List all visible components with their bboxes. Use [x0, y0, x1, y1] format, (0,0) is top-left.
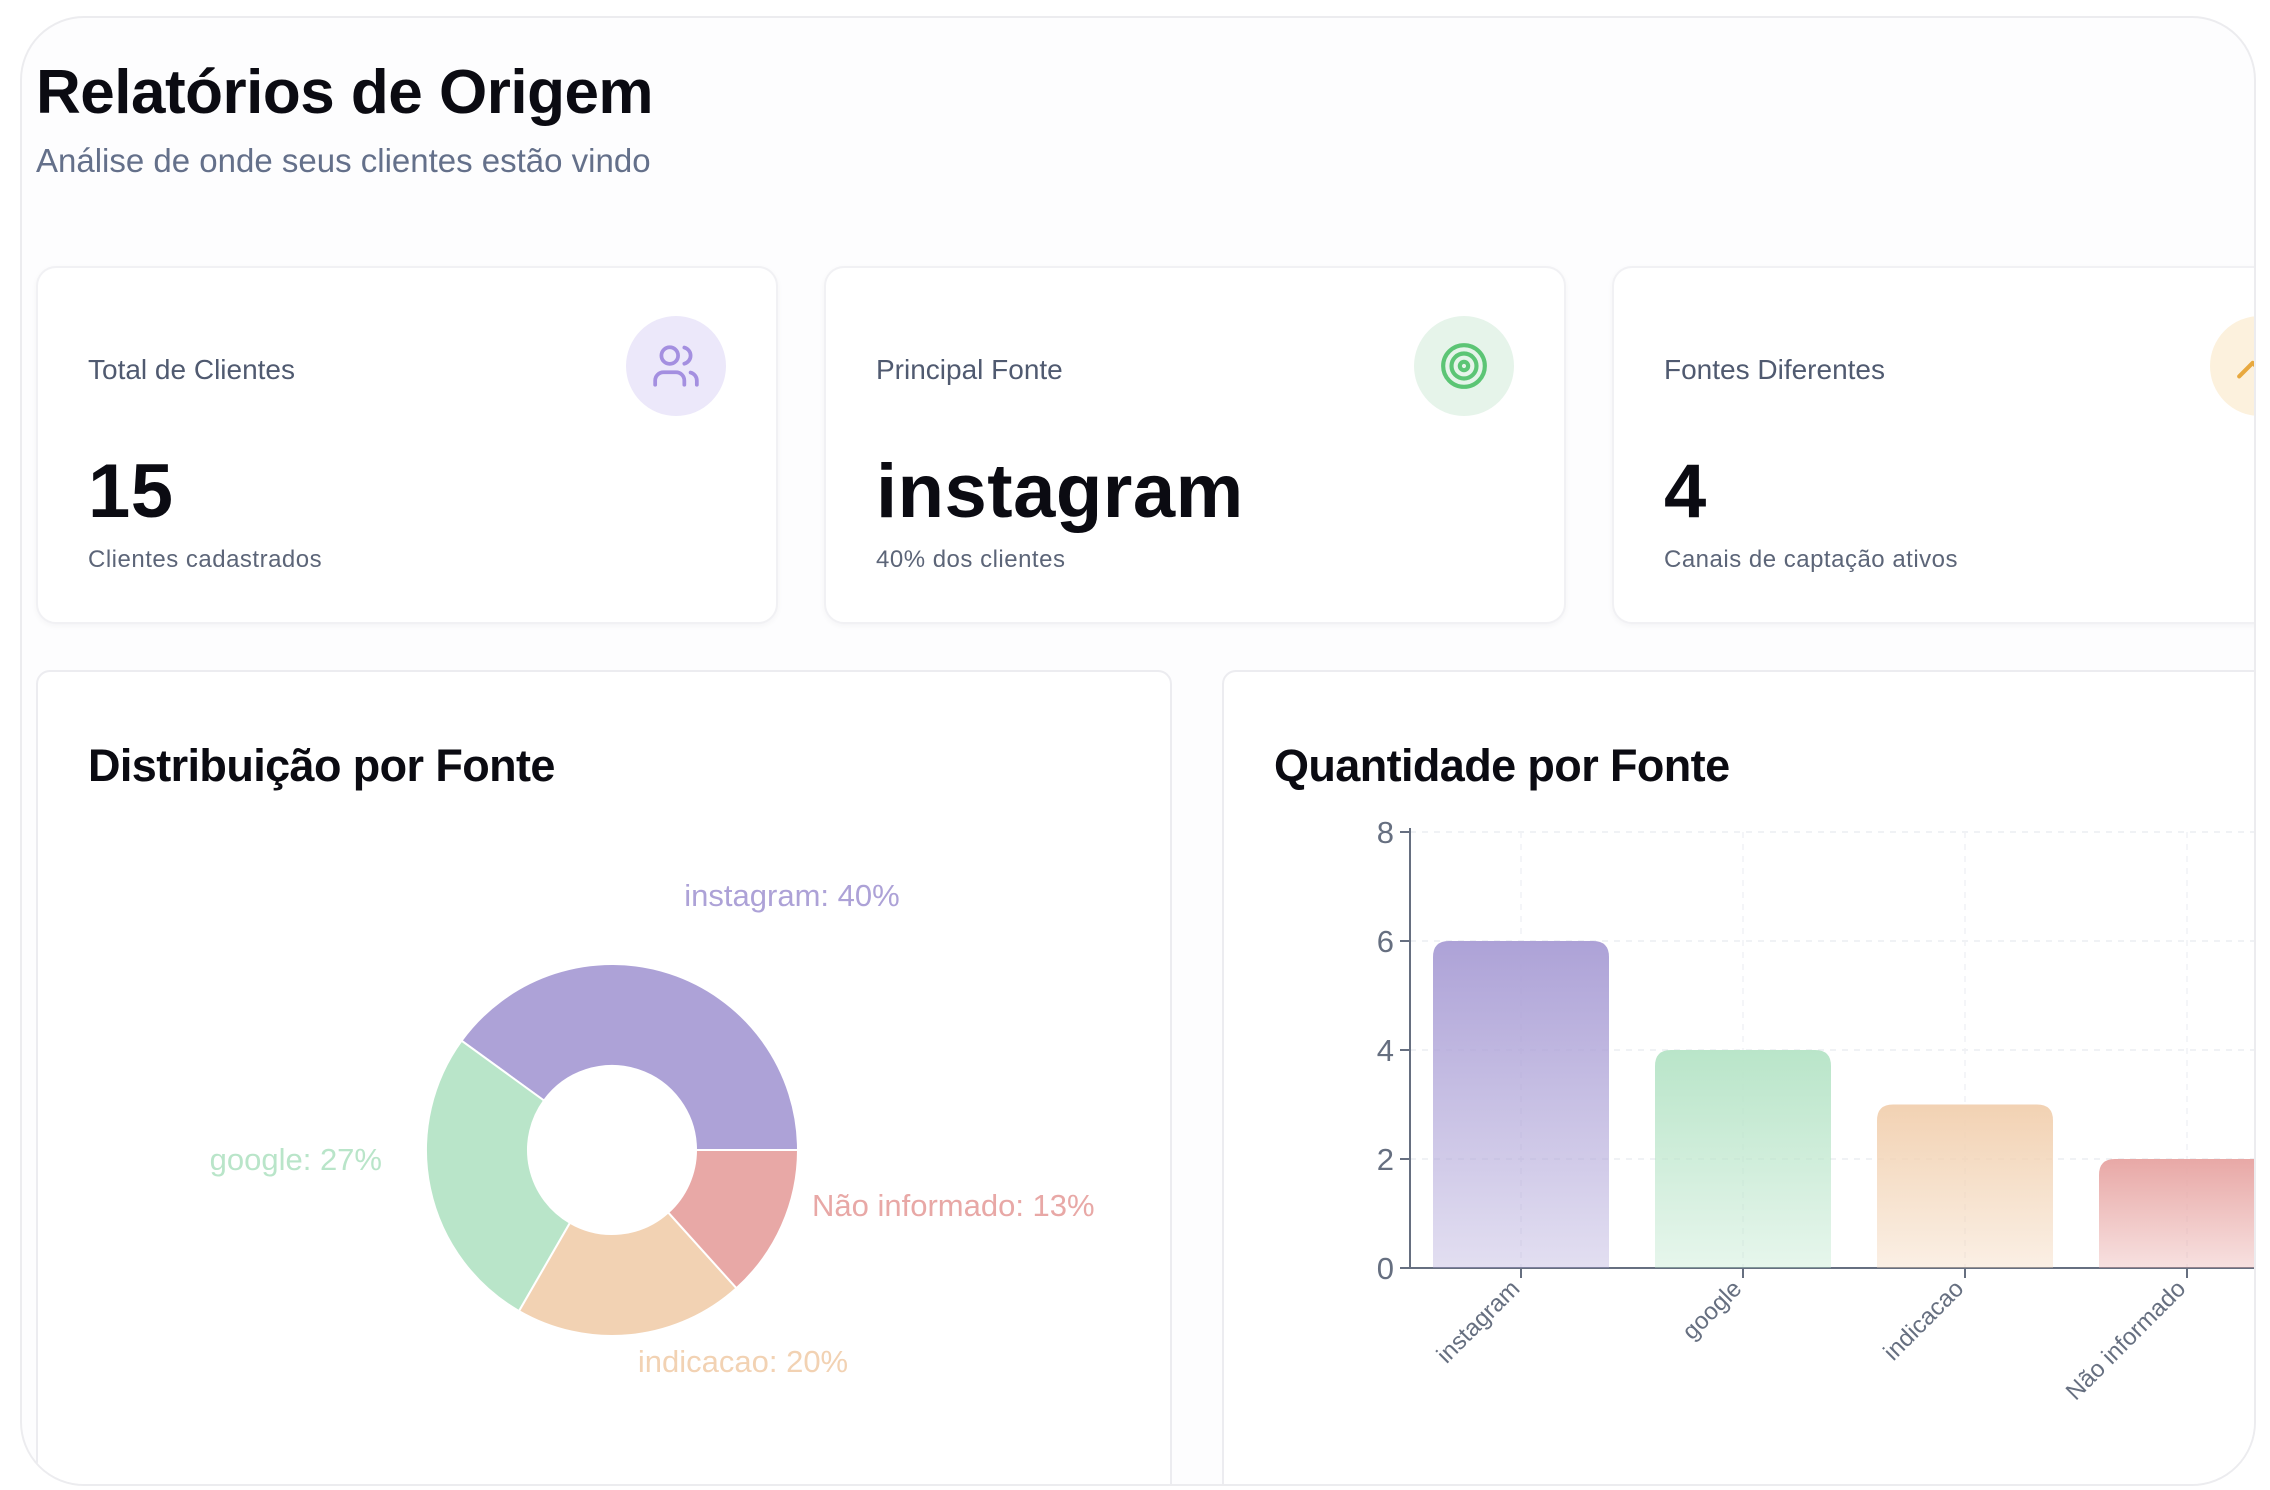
x-tick-label: indicacao [1878, 1275, 1969, 1366]
pie-slice-indicacao[interactable] [517, 1211, 738, 1337]
bar-não-informado[interactable] [2099, 1159, 2256, 1268]
x-tick-label: Não informado [2061, 1275, 2191, 1405]
page-title: Relatórios de Origem [36, 58, 654, 127]
page-subtitle: Análise de onde seus clientes estão vind… [36, 142, 651, 179]
pie-slice-google[interactable] [425, 1039, 572, 1313]
pie-chart-card: Distribuição por Fonte instagram: 40% goo… [36, 670, 1172, 1484]
bar-indicacao[interactable] [1877, 1104, 2053, 1269]
stat-value: 4 [1664, 449, 1707, 534]
bar-chart-title: Quantidade por Fonte [1274, 740, 1730, 791]
page-header: Relatórios de Origem Análise de onde seu… [36, 58, 654, 179]
bar-google[interactable] [1655, 1050, 1831, 1268]
pie-slice-instagram[interactable] [460, 963, 800, 1151]
stat-label: Fontes Diferentes [1664, 354, 1885, 385]
pie-chart: instagram: 40% google: 27% indicacao: 20% N… [210, 878, 1095, 1379]
stat-subtext: Canais de captação ativos [1664, 546, 1959, 573]
bar-chart: 0 2 4 6 8 instagram google indicacao Não informa… [1377, 815, 2256, 1406]
trending-up-icon [2210, 316, 2254, 416]
bar-chart-card: Quantidade por Fonte 0 2 4 6 8 instagram googl… [1222, 670, 2256, 1484]
y-tick-label: 8 [1377, 815, 1394, 850]
users-icon [626, 316, 726, 416]
y-tick-label: 6 [1377, 924, 1394, 959]
stat-subtext: 40% dos clientes [876, 546, 1066, 573]
y-tick-label: 4 [1377, 1033, 1394, 1068]
pie-label: google: 27% [210, 1142, 382, 1177]
bar-instagram[interactable] [1433, 941, 1609, 1268]
stat-label: Total de Clientes [88, 354, 296, 385]
stat-card-source-count: Fontes Diferentes 4 Canais de captação a… [1612, 266, 2254, 624]
pie-label: Não informado: 13% [812, 1188, 1095, 1223]
target-icon [1414, 316, 1514, 416]
report-frame: Relatórios de Origem Análise de onde seu… [20, 16, 2256, 1486]
stat-card-total-clients: Total de Clientes 15 Clientes cadastrado… [36, 266, 778, 624]
stat-card-main-source: Principal Fonte instagram 40% dos client… [824, 266, 1566, 624]
x-tick-label: google [1677, 1275, 1747, 1345]
stat-value: 15 [88, 449, 174, 534]
pie-label: indicacao: 20% [638, 1344, 848, 1379]
stat-label: Principal Fonte [876, 354, 1063, 385]
pie-slice-não-informado[interactable] [666, 1149, 800, 1290]
pie-chart-title: Distribuição por Fonte [88, 740, 555, 791]
x-tick-label: instagram [1432, 1275, 1526, 1369]
y-tick-label: 2 [1377, 1142, 1394, 1177]
y-tick-label: 0 [1377, 1251, 1394, 1286]
stat-value: instagram [876, 449, 1244, 534]
pie-label: instagram: 40% [684, 878, 899, 913]
stat-subtext: Clientes cadastrados [88, 546, 323, 573]
